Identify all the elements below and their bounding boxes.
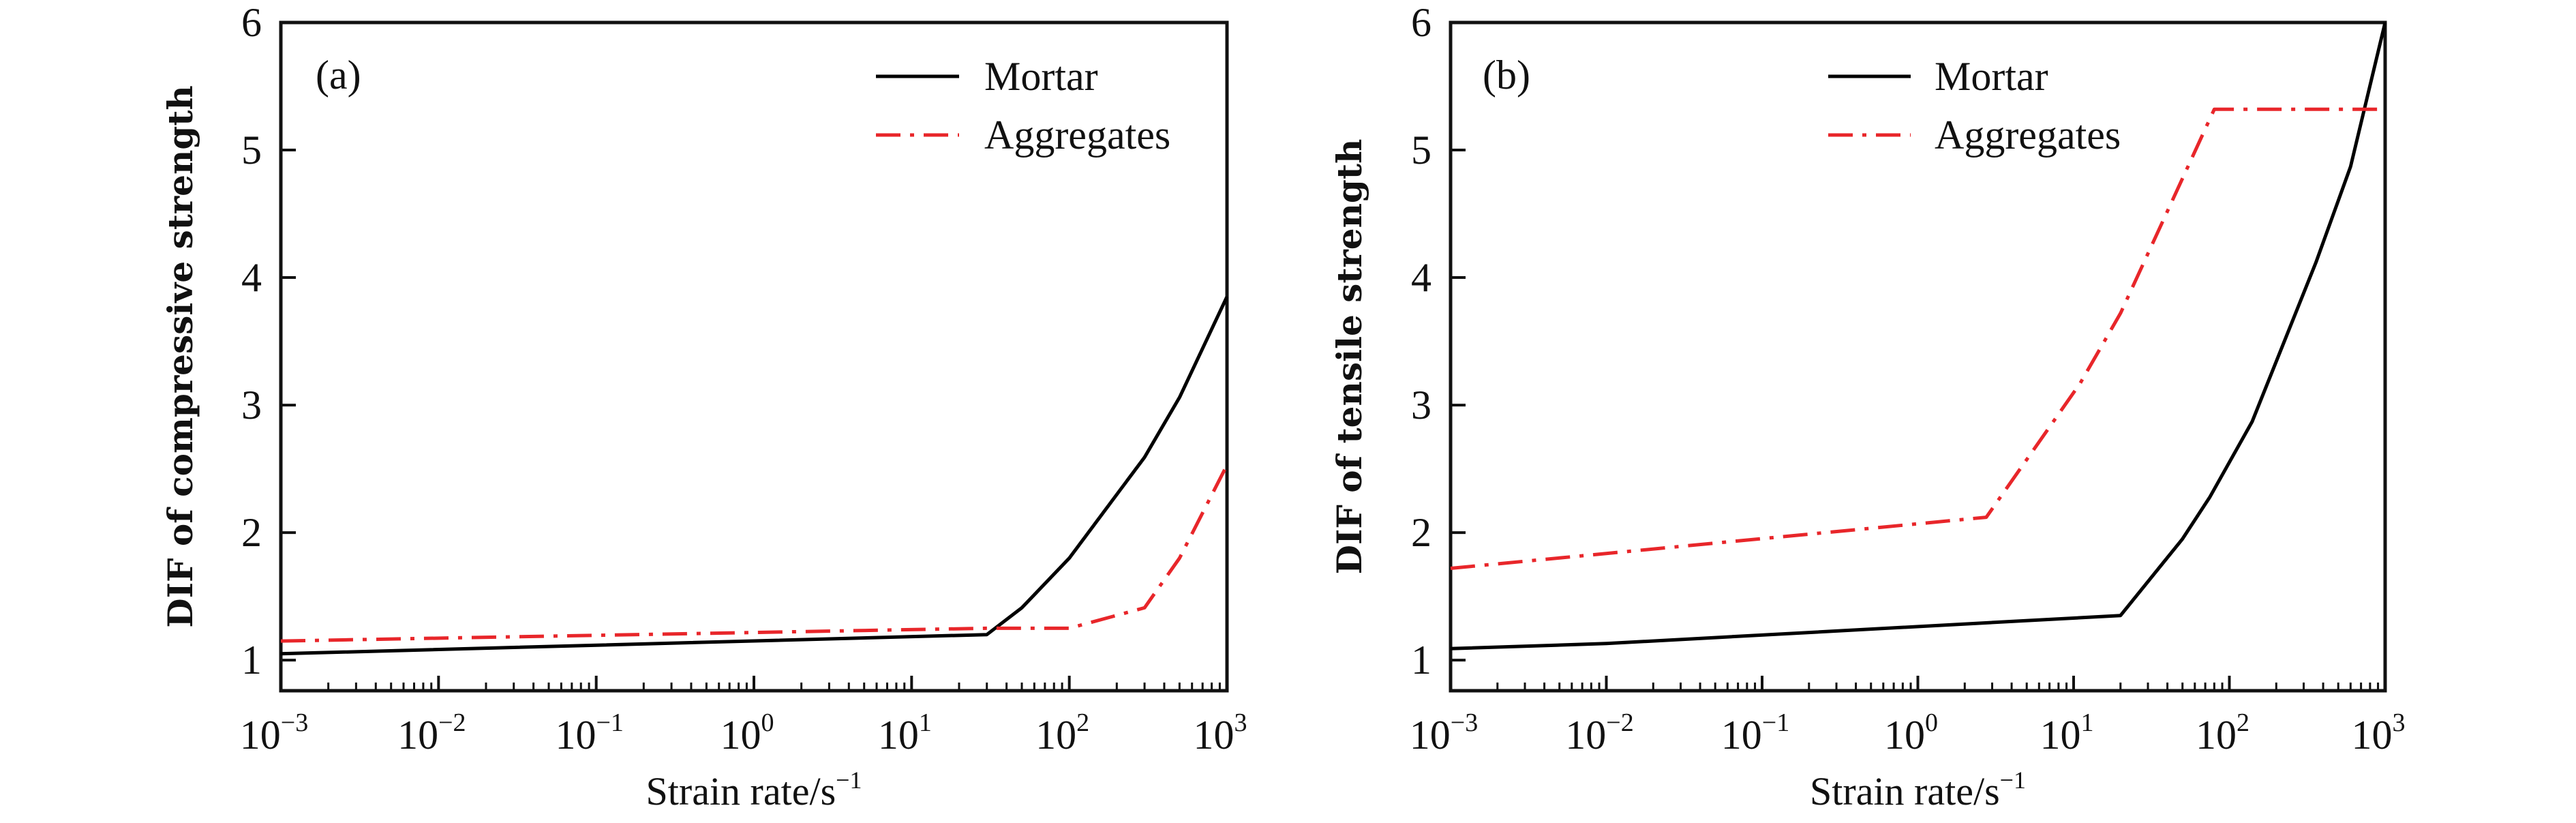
x-tick-label: 100 [721, 708, 774, 758]
y-tick-label: 2 [1411, 510, 1431, 555]
x-tick-exponent: 1 [919, 708, 932, 737]
y-tick-label: 5 [241, 128, 262, 173]
y-tick-label: 3 [241, 383, 262, 428]
x-axis-title: Strain rate/s−1 [1810, 766, 2026, 813]
x-tick-label: 101 [878, 708, 932, 758]
x-tick-exponent: −3 [1451, 708, 1478, 737]
series-line-aggregates [1450, 107, 2378, 570]
x-tick-label: 10−3 [1410, 708, 1478, 758]
x-tick-exponent: −1 [1762, 708, 1789, 737]
y-tick-label: 4 [241, 255, 262, 300]
x-tick-exponent: −3 [281, 708, 308, 737]
series-line-mortar [1450, 22, 2387, 650]
x-tick-base: 10 [2196, 713, 2237, 758]
x-tick-base: 10 [1194, 713, 1234, 758]
x-tick-exponent: 0 [761, 708, 774, 737]
x-tick-exponent: −1 [596, 708, 623, 737]
y-tick-label: 3 [1411, 383, 1431, 428]
x-tick-label: 10−3 [240, 708, 308, 758]
x-tick-exponent: −2 [1606, 708, 1633, 737]
x-tick-exponent: 3 [2393, 708, 2406, 737]
x-tick-label: 10−1 [555, 708, 623, 758]
legend-label-mortar: Mortar [984, 54, 1098, 99]
x-tick-exponent: 2 [1076, 708, 1089, 737]
y-axis-title: DIF of compressive strength [160, 85, 200, 627]
x-tick-base: 10 [1884, 713, 1925, 758]
x-tick-exponent: −2 [438, 708, 466, 737]
x-axis-title-text: Strain rate/s [646, 769, 836, 813]
y-tick-label: 6 [1411, 0, 1431, 45]
x-tick-exponent: 3 [1234, 708, 1247, 737]
legend-label-aggregates: Aggregates [984, 113, 1170, 158]
panel-label: (a) [316, 53, 361, 98]
x-tick-label: 103 [2352, 708, 2406, 758]
x-tick-base: 10 [397, 713, 438, 758]
x-tick-label: 102 [1035, 708, 1089, 758]
x-tick-base: 10 [721, 713, 761, 758]
series-line-mortar [280, 296, 1229, 656]
plot-frame [1449, 20, 2387, 693]
x-tick-base: 10 [240, 713, 281, 758]
x-tick-exponent: 1 [2081, 708, 2094, 737]
x-tick-base: 10 [2352, 713, 2393, 758]
x-axis-title-superscript: −1 [836, 766, 862, 794]
x-axis-title: Strain rate/s−1 [646, 766, 862, 813]
x-tick-exponent: 0 [1925, 708, 1938, 737]
legend-label-aggregates: Aggregates [1935, 113, 2121, 158]
x-tick-label: 100 [1884, 708, 1938, 758]
y-axis-title: DIF of tensile strength [1329, 139, 1369, 575]
x-tick-base: 10 [1035, 713, 1076, 758]
x-tick-base: 10 [1721, 713, 1762, 758]
x-tick-exponent: 2 [2237, 708, 2249, 737]
x-tick-label: 102 [2196, 708, 2249, 758]
y-tick-label: 2 [241, 510, 262, 555]
x-tick-base: 10 [555, 713, 596, 758]
x-tick-base: 10 [878, 713, 919, 758]
x-axis-title-text: Strain rate/s [1810, 769, 2000, 813]
x-axis-title-superscript: −1 [2000, 766, 2026, 794]
y-tick-label: 4 [1411, 255, 1431, 300]
legend-label-mortar: Mortar [1935, 54, 2048, 99]
x-tick-base: 10 [1410, 713, 1451, 758]
series-line-aggregates [280, 464, 1229, 643]
x-tick-label: 10−1 [1721, 708, 1789, 758]
y-tick-label: 5 [1411, 128, 1431, 173]
y-tick-label: 1 [1411, 638, 1431, 683]
x-tick-label: 101 [2040, 708, 2094, 758]
y-tick-label: 6 [241, 0, 262, 45]
x-tick-base: 10 [2040, 713, 2081, 758]
x-tick-label: 103 [1194, 708, 1247, 758]
panel-label: (b) [1483, 53, 1530, 98]
x-tick-base: 10 [1565, 713, 1606, 758]
x-tick-label: 10−2 [397, 708, 466, 758]
x-tick-label: 10−2 [1565, 708, 1633, 758]
y-tick-label: 1 [241, 638, 262, 683]
